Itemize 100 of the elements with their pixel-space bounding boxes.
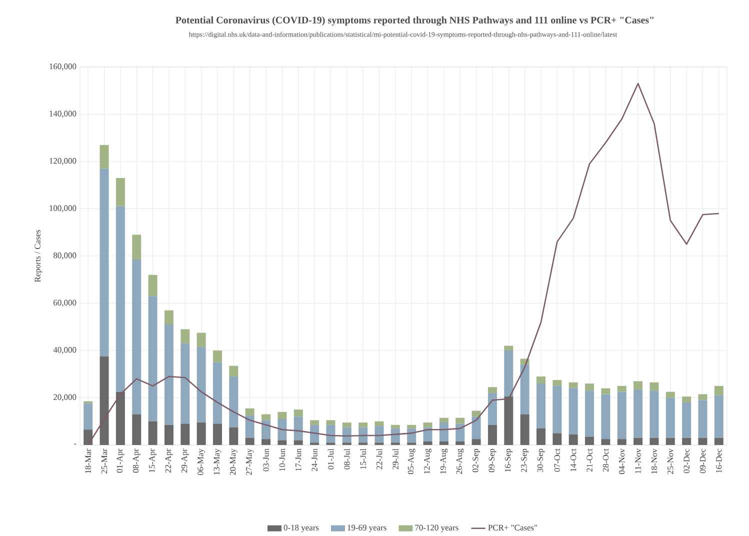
bar: [390, 424, 400, 429]
bar: [212, 350, 222, 362]
bar: [148, 296, 158, 422]
bar: [682, 396, 692, 403]
bar: [552, 433, 562, 446]
bar: [520, 414, 530, 446]
bar: [262, 439, 271, 446]
bar: [472, 416, 481, 440]
bar: [714, 438, 724, 446]
bar: [456, 424, 465, 442]
bar: [568, 434, 578, 446]
bar: [196, 347, 206, 423]
bar: [504, 396, 514, 446]
bar: [326, 420, 336, 425]
x-tick-label: 18-Mar: [85, 448, 91, 474]
bar: [132, 414, 142, 446]
bar: [634, 390, 643, 438]
bar: [552, 380, 562, 386]
bar: [229, 376, 238, 428]
bar: [180, 329, 190, 344]
bar: [585, 390, 594, 437]
bar: [407, 442, 416, 446]
bar: [682, 438, 692, 446]
bar: [682, 402, 692, 438]
bar: [390, 442, 400, 446]
bar: [698, 400, 708, 438]
bar: [439, 422, 448, 442]
x-tick-label: 24-Jun: [312, 448, 318, 472]
bar: [294, 440, 303, 446]
bar: [585, 384, 594, 391]
x-tick-label: 08-Apr: [132, 448, 140, 473]
x-tick-label: 10-Jun: [279, 448, 286, 471]
x-tick-label: 16-Dec: [716, 448, 722, 473]
x-tick-label: 18-Nov: [651, 448, 658, 474]
bar: [666, 438, 675, 446]
x-tick-label: 21-Oct: [586, 448, 592, 472]
chart-title: Potential Coronavirus (COVID-19) symptoms reported through NHS Pathways and 111 online vs PCR+ "Cases": [176, 16, 654, 26]
x-tick-label: 15-Apr: [149, 448, 156, 472]
bar: [698, 394, 708, 400]
bar: [100, 145, 109, 169]
bar: [536, 384, 546, 429]
bar: [601, 439, 610, 446]
bar: [666, 392, 675, 398]
x-tick-label: 13-May: [214, 448, 222, 475]
bar: [714, 386, 724, 396]
bar: [714, 395, 724, 438]
bar: [294, 410, 303, 417]
x-tick-label: 04-Nov: [619, 448, 625, 474]
x-tick-label: 02-Sep: [472, 448, 480, 472]
y-tick-label: 20,000: [54, 394, 76, 402]
bar: [196, 332, 206, 348]
x-tick-label: 01-Apr: [116, 448, 124, 473]
x-tick-label: 22-Jul: [376, 448, 382, 470]
x-tick-label: 09-Dec: [700, 448, 706, 474]
bar: [100, 356, 109, 446]
x-tick-label: 02-Dec: [684, 448, 690, 474]
bar: [617, 392, 626, 440]
bar: [245, 416, 254, 438]
bar: [650, 438, 659, 446]
x-tick-label: 17-Jun: [296, 448, 302, 471]
x-tick-label: 23-Sep: [521, 448, 529, 472]
bar: [650, 382, 659, 391]
bar: [568, 382, 578, 388]
x-tick-label: 08-Jul: [344, 448, 350, 470]
y-tick-label: 120,000: [50, 158, 76, 166]
x-tick-label: 05-Aug: [408, 448, 416, 474]
bar: [439, 442, 448, 446]
bar: [504, 346, 514, 351]
bar: [164, 310, 174, 325]
bar: [310, 420, 320, 425]
x-tick-label: 01-Jul: [328, 448, 334, 470]
y-tick-label: 140,000: [50, 110, 76, 118]
bar: [423, 442, 432, 446]
x-tick-label: 29-Apr: [181, 448, 189, 473]
x-tick-label: 09-Sep: [488, 448, 496, 472]
bar: [212, 362, 222, 424]
bar: [439, 418, 448, 423]
y-tick-label: 160,000: [50, 64, 76, 71]
bar: [374, 442, 384, 446]
bar: [568, 388, 578, 434]
bar: [262, 420, 271, 440]
legend-label: 70-120 years: [415, 524, 458, 532]
bar: [196, 422, 206, 446]
x-tick-label: 14-Oct: [570, 448, 576, 472]
y-tick-label: 60,000: [54, 300, 76, 307]
bar: [132, 260, 142, 414]
bar: [666, 398, 675, 438]
bar: [229, 427, 238, 446]
bar: [84, 404, 93, 430]
bar: [698, 438, 708, 446]
bar: [310, 442, 320, 446]
bar: [488, 393, 497, 425]
x-tick-label: 20-May: [230, 448, 238, 475]
bar: [164, 424, 174, 446]
bar: [520, 364, 530, 414]
bar: [342, 422, 352, 428]
bar: [180, 343, 190, 424]
bar: [617, 439, 626, 446]
x-tick-label: 29-Jul: [392, 448, 398, 470]
legend-label: 0-18 years: [284, 524, 319, 532]
